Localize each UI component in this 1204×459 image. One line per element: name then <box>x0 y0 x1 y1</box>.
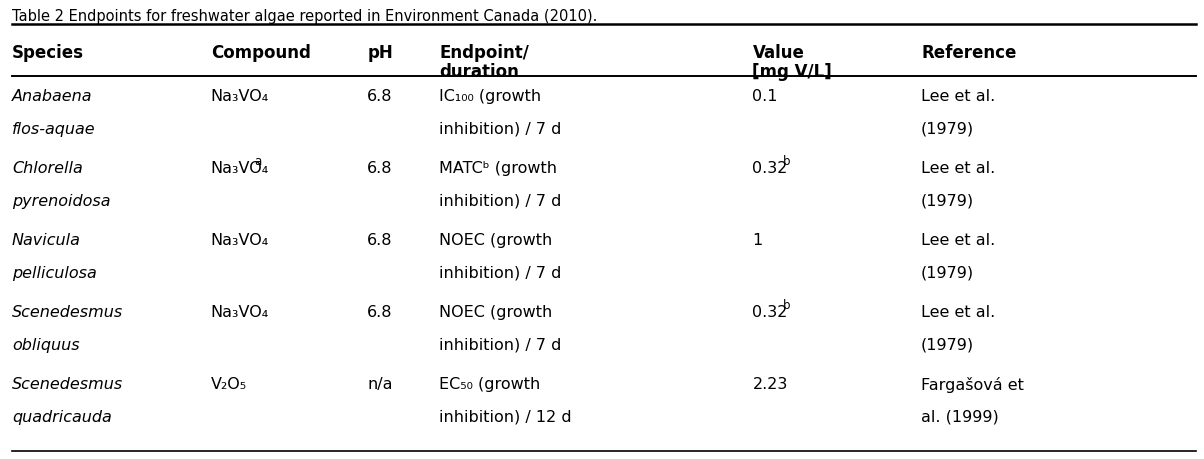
Text: Chlorella: Chlorella <box>12 161 83 176</box>
Text: V₂O₅: V₂O₅ <box>211 377 247 392</box>
Text: MATCᵇ (growth: MATCᵇ (growth <box>439 161 557 176</box>
Text: Reference: Reference <box>921 44 1016 62</box>
Text: Na₃VO₄: Na₃VO₄ <box>211 305 268 320</box>
Text: Anabaena: Anabaena <box>12 89 93 104</box>
Text: (1979): (1979) <box>921 266 974 281</box>
Text: b: b <box>783 155 790 168</box>
Text: NOEC (growth: NOEC (growth <box>439 305 553 320</box>
Text: inhibition) / 7 d: inhibition) / 7 d <box>439 266 562 281</box>
Text: Fargašová et: Fargašová et <box>921 377 1023 393</box>
Text: Table 2 Endpoints for freshwater algae reported in Environment Canada (2010).: Table 2 Endpoints for freshwater algae r… <box>12 9 597 24</box>
Text: IC₁₀₀ (growth: IC₁₀₀ (growth <box>439 89 542 104</box>
Text: obliquus: obliquus <box>12 338 79 353</box>
Text: n/a: n/a <box>367 377 393 392</box>
Text: Value: Value <box>752 44 804 62</box>
Text: duration: duration <box>439 63 519 81</box>
Text: b: b <box>783 299 790 312</box>
Text: inhibition) / 7 d: inhibition) / 7 d <box>439 122 562 137</box>
Text: Compound: Compound <box>211 44 311 62</box>
Text: inhibition) / 12 d: inhibition) / 12 d <box>439 410 572 425</box>
Text: pH: pH <box>367 44 393 62</box>
Text: Na₃VO₄: Na₃VO₄ <box>211 161 268 176</box>
Text: 6.8: 6.8 <box>367 89 393 104</box>
Text: EC₅₀ (growth: EC₅₀ (growth <box>439 377 541 392</box>
Text: Lee et al.: Lee et al. <box>921 233 996 248</box>
Text: pyrenoidosa: pyrenoidosa <box>12 194 111 209</box>
Text: (1979): (1979) <box>921 194 974 209</box>
Text: (1979): (1979) <box>921 338 974 353</box>
Text: [mg V/L]: [mg V/L] <box>752 63 832 81</box>
Text: 6.8: 6.8 <box>367 305 393 320</box>
Text: Na₃VO₄: Na₃VO₄ <box>211 89 268 104</box>
Text: al. (1999): al. (1999) <box>921 410 999 425</box>
Text: Endpoint/: Endpoint/ <box>439 44 530 62</box>
Text: Lee et al.: Lee et al. <box>921 89 996 104</box>
Text: 0.32: 0.32 <box>752 305 787 320</box>
Text: 1: 1 <box>752 233 763 248</box>
Text: Scenedesmus: Scenedesmus <box>12 305 123 320</box>
Text: Na₃VO₄: Na₃VO₄ <box>211 233 268 248</box>
Text: Lee et al.: Lee et al. <box>921 305 996 320</box>
Text: quadricauda: quadricauda <box>12 410 112 425</box>
Text: (1979): (1979) <box>921 122 974 137</box>
Text: 0.1: 0.1 <box>752 89 778 104</box>
Text: Lee et al.: Lee et al. <box>921 161 996 176</box>
Text: Scenedesmus: Scenedesmus <box>12 377 123 392</box>
Text: Species: Species <box>12 44 84 62</box>
Text: a: a <box>254 155 261 168</box>
Text: 2.23: 2.23 <box>752 377 787 392</box>
Text: flos-aquae: flos-aquae <box>12 122 95 137</box>
Text: inhibition) / 7 d: inhibition) / 7 d <box>439 338 562 353</box>
Text: pelliculosa: pelliculosa <box>12 266 96 281</box>
Text: Navicula: Navicula <box>12 233 81 248</box>
Text: 6.8: 6.8 <box>367 161 393 176</box>
Text: NOEC (growth: NOEC (growth <box>439 233 553 248</box>
Text: inhibition) / 7 d: inhibition) / 7 d <box>439 194 562 209</box>
Text: 0.32: 0.32 <box>752 161 787 176</box>
Text: 6.8: 6.8 <box>367 233 393 248</box>
